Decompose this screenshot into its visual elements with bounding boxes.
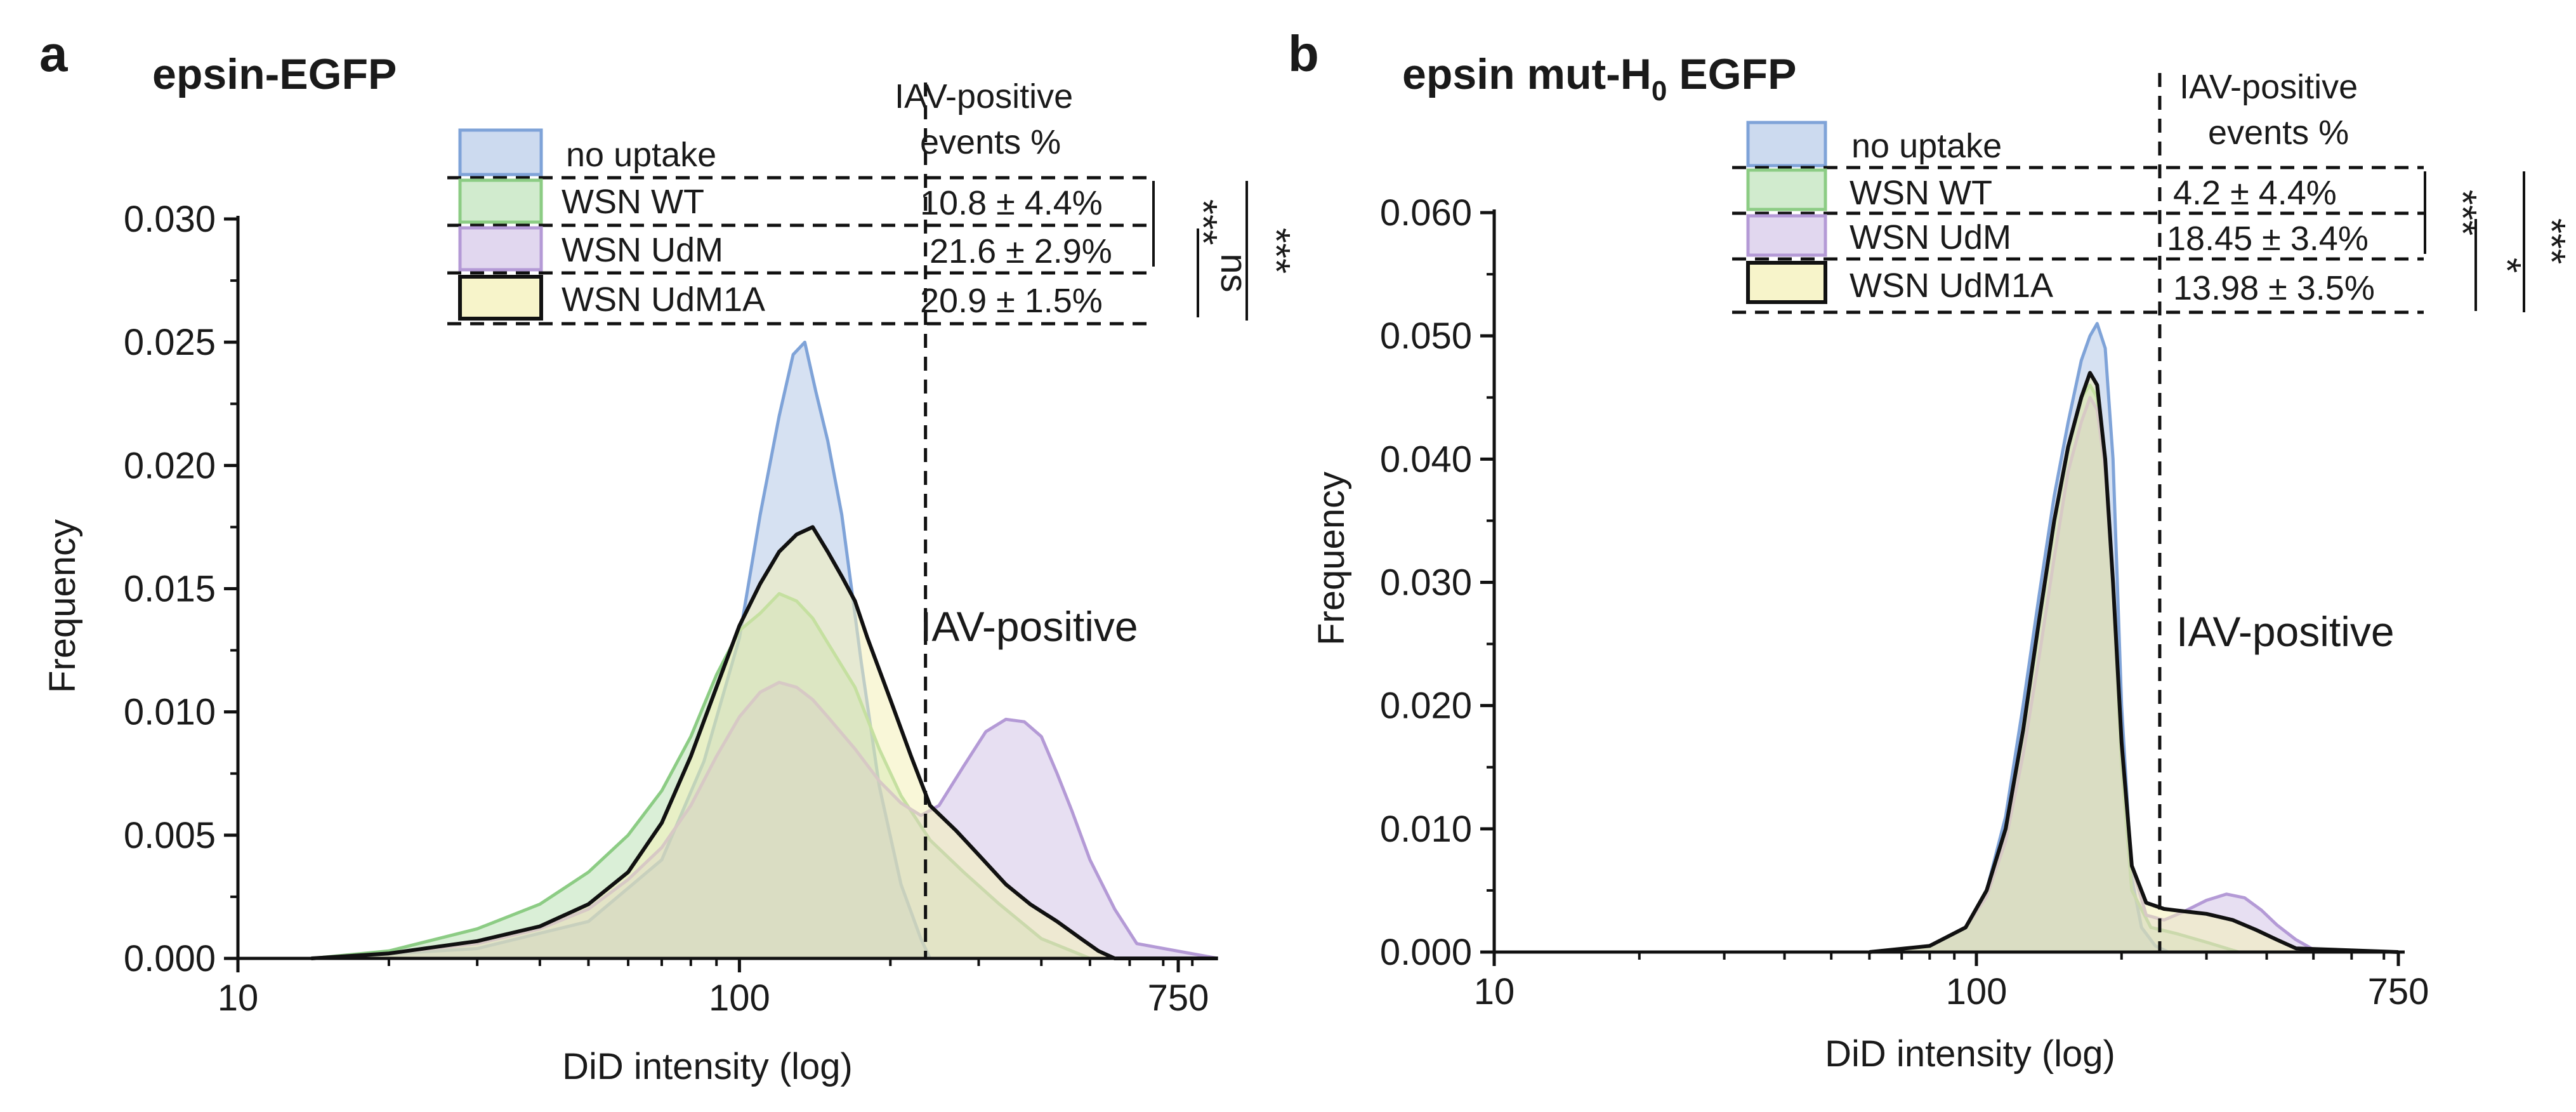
panel-b-title: epsin mut-H0 EGFP [1402, 50, 1796, 107]
panel-a-y-tick-label: 0.000 [124, 938, 216, 979]
panel-a-swatch-wsn-udm [458, 226, 543, 272]
panel-b-swatch-wsn-wt [1746, 168, 1827, 211]
panel-a-y-label: Frequency [42, 519, 83, 693]
panel-b-legend: IAV-positive events % no uptake WSN WT 4… [1732, 68, 2424, 314]
panel-a-significance: *** ns *** [1152, 181, 1298, 321]
panel-b-legend-wsn-udm1a: WSN UdM1A [1850, 267, 2053, 305]
panel-a-y-tick-label: 0.005 [124, 815, 216, 856]
panel-a-y-ticks: 0.000 0.005 0.010 0.015 0.020 0.025 0.030 [124, 199, 238, 979]
panel-b-sig-wt-vs-udm1a: *** [2529, 218, 2573, 264]
panel-b-y-label: Frequency [1311, 472, 1352, 645]
panel-a-x-label: DiD intensity (log) [562, 1046, 853, 1087]
panel-a-legend-wsn-udm1a: WSN UdM1A [562, 281, 765, 319]
panel-a-legend-wsn-udm: WSN UdM [562, 231, 723, 269]
panel-a-swatch-no-uptake [458, 128, 543, 176]
panel-b-x-label: DiD intensity (log) [1825, 1033, 2115, 1075]
panel-a-sig-wt-vs-udm: *** [1181, 199, 1225, 245]
panel-a-area-wsn-udm1a [311, 527, 1218, 958]
panel-a-y-tick-label: 0.015 [124, 569, 216, 610]
panel-b: b epsin mut-H0 EGFP 0.000 0.010 0.020 0.030… [1288, 25, 2573, 1075]
panel-a-line-wsn-udm1a [311, 525, 1218, 960]
panel-a-y-tick-label: 0.020 [124, 445, 216, 486]
panel-b-y-ticks: 0.000 0.010 0.020 0.030 0.040 0.050 0.060 [1380, 192, 1494, 973]
panel-b-y-tick-label: 0.040 [1380, 439, 1472, 480]
panel-a-plot-area [311, 340, 1219, 960]
panel-b-legend-wsn-wt: WSN WT [1850, 174, 1992, 212]
panel-a-legend: IAV-positive events % no uptake WSN WT 1… [447, 77, 1152, 326]
panel-b-y-tick-label: 0.000 [1380, 932, 1472, 973]
panel-b-sig-wt-vs-udm: *** [2440, 190, 2484, 235]
panel-b-table-header-line2: events % [2208, 114, 2349, 152]
panel-a-region-label: IAV-positive [920, 603, 1138, 650]
panel-b-y-tick-label: 0.020 [1380, 685, 1472, 727]
panel-b-x-tick-label: 750 [2368, 971, 2429, 1012]
panel-b-value-wsn-udm: 18.45 ± 3.4% [2167, 220, 2369, 258]
panel-b-letter: b [1288, 25, 1319, 82]
panel-b-legend-wsn-udm: WSN UdM [1850, 218, 2011, 256]
panel-b-swatch-wsn-udm1a [1746, 261, 1827, 304]
panel-a: a epsin-EGFP 0.0000.0050.0100.0150.0200.… [39, 25, 1298, 1087]
panel-b-plot-area [1869, 322, 2399, 954]
panel-a-x-tick-label: 10 [218, 977, 259, 1019]
panel-b-region-label: IAV-positive [2176, 608, 2395, 655]
panel-b-x-tick-label: 10 [1474, 971, 1515, 1012]
panel-a-y-tick-label: 0.030 [124, 199, 216, 240]
panel-b-title-suffix: EGFP [1667, 50, 1796, 98]
panel-b-y-tick-label: 0.050 [1380, 315, 1472, 357]
panel-a-y-tick-label: 0.010 [124, 692, 216, 733]
panel-a-table-header-line2: events % [920, 123, 1061, 161]
panel-b-x-ticks: 10 100 750 [1474, 952, 2429, 1012]
panel-b-table-header-line1: IAV-positive [2179, 68, 2358, 106]
panel-a-sig-udm-vs-udm1a: ns [1213, 253, 1254, 292]
panel-b-sig-udm-vs-udm1a: * [2485, 258, 2528, 273]
panel-a-title: epsin-EGFP [152, 50, 397, 98]
panel-b-title-subscript: 0 [1652, 76, 1667, 107]
panel-a-table-header-line1: IAV-positive [895, 77, 1073, 116]
panel-a-x-tick-label: 750 [1148, 977, 1209, 1019]
panel-a-swatch-wsn-udm1a [458, 275, 543, 321]
panel-b-title-main: epsin mut-H [1402, 50, 1652, 98]
panel-a-sig-wt-vs-udm1a: *** [1254, 228, 1298, 274]
panel-a-swatch-wsn-wt [458, 178, 543, 224]
panel-b-legend-no-uptake: no uptake [1851, 127, 2002, 165]
panel-b-y-tick-label: 0.010 [1380, 809, 1472, 850]
panel-a-legend-wsn-wt: WSN WT [562, 183, 704, 221]
panel-b-area-wsn-udm1a [1869, 373, 2398, 952]
panel-a-y-tick-label: 0.025 [124, 322, 216, 363]
panel-b-value-wsn-udm1a: 13.98 ± 3.5% [2173, 269, 2375, 307]
panel-b-line-wsn-udm1a [1869, 371, 2399, 954]
panel-b-swatch-wsn-udm [1746, 214, 1827, 257]
panel-a-value-wsn-wt: 10.8 ± 4.4% [920, 184, 1103, 222]
panel-a-letter: a [39, 25, 68, 82]
panel-a-x-tick-label: 100 [709, 977, 770, 1019]
panel-b-y-tick-label: 0.060 [1380, 192, 1472, 234]
panel-a-value-wsn-udm: 21.6 ± 2.9% [930, 232, 1112, 270]
panel-b-y-tick-label: 0.030 [1380, 562, 1472, 604]
panel-a-value-wsn-udm1a: 20.9 ± 1.5% [920, 282, 1103, 320]
panel-a-legend-no-uptake: no uptake [566, 136, 716, 174]
panel-b-x-tick-label: 100 [1946, 971, 2008, 1012]
panel-a-x-ticks: 10 100 750 [218, 958, 1209, 1019]
panel-b-value-wsn-wt: 4.2 ± 4.4% [2173, 174, 2337, 212]
panel-b-swatch-no-uptake [1746, 121, 1827, 168]
panel-b-significance: *** * *** [2424, 171, 2573, 312]
